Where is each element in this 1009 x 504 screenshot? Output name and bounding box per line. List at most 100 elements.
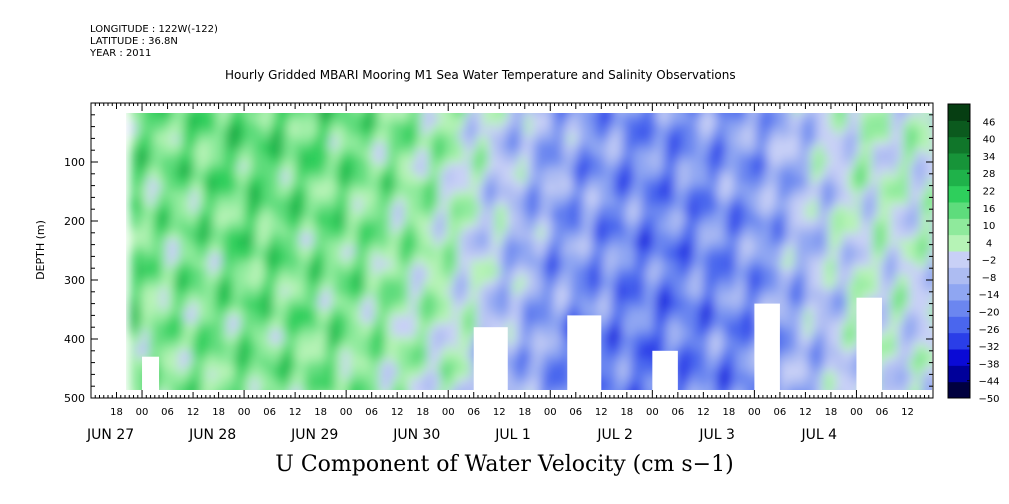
heatmap-cell xyxy=(154,156,162,165)
heatmap-cell xyxy=(713,295,722,303)
heatmap-cell xyxy=(622,288,630,297)
heatmap-cell xyxy=(428,156,436,165)
heatmap-cell xyxy=(537,267,545,276)
heatmap-cell xyxy=(555,378,563,387)
heatmap-cell xyxy=(628,267,636,276)
heatmap-cell xyxy=(190,329,198,338)
heatmap-cell xyxy=(701,232,709,241)
heatmap-cell xyxy=(768,113,776,116)
heatmap-cell xyxy=(628,218,636,227)
heatmap-cell xyxy=(799,329,807,338)
heatmap-cell xyxy=(154,197,162,206)
heatmap-cell xyxy=(379,336,387,345)
heatmap-cell xyxy=(458,218,466,227)
heatmap-cell xyxy=(361,149,369,158)
heatmap-cell xyxy=(178,364,186,373)
heatmap-cell xyxy=(744,343,752,352)
heatmap-cell xyxy=(458,156,466,165)
heatmap-cell xyxy=(239,121,247,130)
heatmap-cell xyxy=(251,191,259,199)
heatmap-cell xyxy=(519,211,527,220)
heatmap-cell xyxy=(464,156,472,165)
heatmap-cell xyxy=(464,142,472,151)
heatmap-cell xyxy=(799,163,807,172)
heatmap-cell xyxy=(379,357,387,366)
heatmap-cell xyxy=(665,253,673,262)
heatmap-cell xyxy=(720,170,728,179)
heatmap-cell xyxy=(543,121,551,130)
heatmap-cell xyxy=(239,253,247,262)
heatmap-cell xyxy=(726,218,734,227)
heatmap-cell xyxy=(257,315,265,324)
heatmap-cell xyxy=(190,322,198,331)
heatmap-cell xyxy=(780,246,788,255)
heatmap-cell xyxy=(172,350,180,359)
heatmap-cell xyxy=(184,260,192,269)
heatmap-cell xyxy=(683,232,691,241)
heatmap-cell xyxy=(160,204,168,213)
heatmap-cell xyxy=(604,163,612,172)
heatmap-cell xyxy=(598,295,606,303)
heatmap-cell xyxy=(385,197,393,206)
heatmap-cell xyxy=(713,260,722,269)
heatmap-cell xyxy=(263,197,271,206)
heatmap-cell xyxy=(190,142,198,151)
heatmap-cell xyxy=(354,288,363,297)
heatmap-cell xyxy=(172,371,180,380)
heatmap-cell xyxy=(336,232,344,241)
heatmap-cell xyxy=(628,113,636,116)
heatmap-cell xyxy=(306,246,314,255)
heatmap-cell xyxy=(336,128,344,137)
heatmap-cell xyxy=(604,364,612,373)
heatmap-cell xyxy=(403,274,411,283)
heatmap-cell xyxy=(421,142,429,151)
heatmap-cell xyxy=(336,343,344,352)
heatmap-cell xyxy=(702,399,709,407)
heatmap-cell xyxy=(647,399,654,407)
heatmap-cell xyxy=(294,295,302,303)
heatmap-cell xyxy=(537,308,545,317)
heatmap-cell xyxy=(245,364,253,373)
heatmap-cell xyxy=(160,177,168,186)
heatmap-cell xyxy=(488,121,496,130)
heatmap-cell xyxy=(129,260,137,269)
heatmap-cell xyxy=(294,128,302,137)
heatmap-cell xyxy=(409,364,417,373)
heatmap-cell xyxy=(354,197,363,206)
heatmap-cell xyxy=(786,260,795,269)
heatmap-cell xyxy=(251,163,259,172)
heatmap-cell xyxy=(373,253,381,262)
heatmap-cell xyxy=(227,392,234,400)
heatmap-cell xyxy=(233,184,241,193)
heatmap-cell xyxy=(780,343,788,352)
heatmap-cell xyxy=(160,232,168,241)
heatmap-cell xyxy=(628,301,636,310)
heatmap-cell xyxy=(738,378,746,387)
heatmap-cell xyxy=(409,135,417,144)
heatmap-cell xyxy=(440,357,448,366)
heatmap-cell xyxy=(592,295,600,303)
heatmap-cell xyxy=(342,128,350,137)
heatmap-cell xyxy=(805,204,813,213)
heatmap-cell xyxy=(580,197,588,206)
heatmap-cell xyxy=(221,177,229,186)
heatmap-cell xyxy=(793,357,801,366)
heatmap-cell xyxy=(288,357,296,366)
heatmap-cell xyxy=(653,113,661,116)
heatmap-cell xyxy=(300,364,308,373)
heatmap-cell xyxy=(610,232,618,241)
heatmap-cell xyxy=(379,399,386,407)
heatmap-cell xyxy=(324,301,332,310)
heatmap-cell xyxy=(294,184,302,193)
heatmap-cell xyxy=(154,211,162,220)
heatmap-cell xyxy=(275,281,283,290)
heatmap-cell xyxy=(744,315,752,324)
heatmap-cell xyxy=(689,128,697,137)
heatmap-cell xyxy=(458,184,466,193)
heatmap-cell xyxy=(543,177,551,186)
heatmap-cell xyxy=(263,267,271,276)
heatmap-cell xyxy=(628,322,636,331)
heatmap-cell xyxy=(695,142,703,151)
heatmap-cell xyxy=(385,211,393,220)
heatmap-cell xyxy=(142,232,150,241)
